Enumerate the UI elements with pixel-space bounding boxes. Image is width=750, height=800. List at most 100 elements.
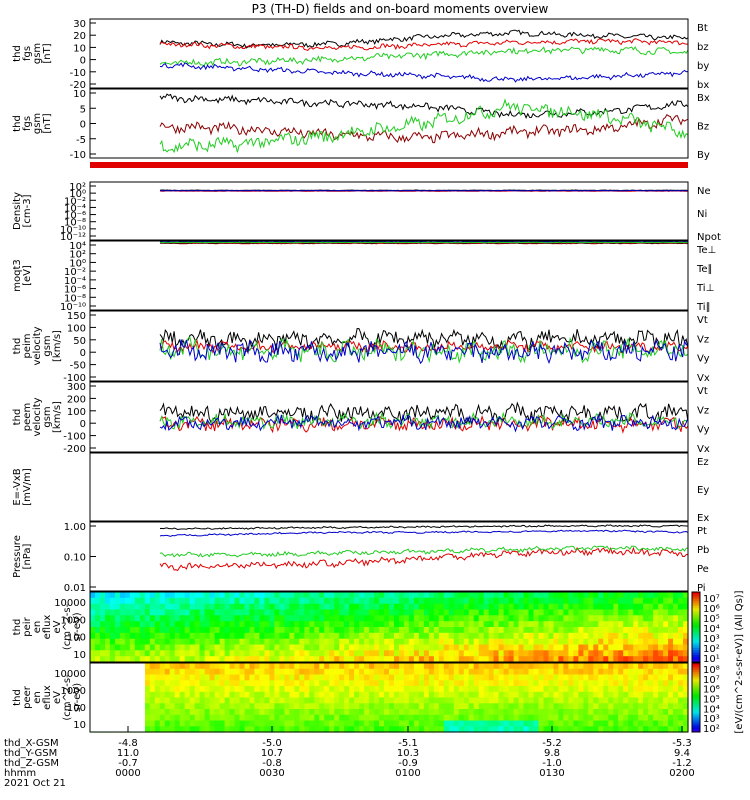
spectrogram-cell [683, 697, 689, 704]
spectrogram-cell [159, 668, 166, 676]
y-tick-label: 10⁻⁶ [64, 285, 86, 296]
spectrogram-cell [349, 714, 355, 722]
spectrogram-cell [199, 656, 206, 663]
y-axis-label: gsm [42, 406, 53, 427]
spectrogram-cell [274, 603, 280, 611]
spectrogram-cell [234, 621, 241, 628]
spectrogram-cell [319, 638, 325, 646]
spectrogram-cell [418, 592, 425, 599]
spectrogram-cell [199, 597, 206, 605]
spectrogram-cell [593, 644, 599, 651]
spectrogram-cell [394, 726, 400, 733]
x-tick-value: -1.0 [542, 758, 562, 769]
spectrogram-cell [403, 686, 410, 693]
spectrogram-cell [274, 691, 280, 699]
spectrogram-cell [423, 615, 430, 622]
spectrogram-cell [274, 726, 280, 733]
spectrogram-cell [95, 644, 101, 651]
spectrogram-cell [349, 656, 355, 663]
spectrogram-cell [473, 714, 480, 722]
spectrogram-cell [643, 709, 649, 716]
spectrogram-cell [583, 663, 589, 670]
spectrogram-cell [443, 638, 450, 646]
spectrogram-cell [184, 603, 191, 611]
spectrogram-cell [543, 603, 550, 611]
spectrogram-cell [359, 674, 365, 681]
x-tick-value: -5.3 [672, 738, 692, 749]
spectrogram-cell [105, 609, 111, 616]
spectrogram-cell [284, 720, 290, 727]
spectrogram-cell [403, 697, 410, 704]
spectrogram-cell [578, 674, 584, 681]
spectrogram-cell [683, 668, 689, 676]
spectrogram-cell [618, 597, 624, 605]
spectrogram-cell [593, 663, 599, 670]
spectrogram-cell [418, 697, 425, 704]
spectrogram-cell [633, 680, 639, 687]
colorbar-cell [692, 695, 700, 698]
spectrogram-cell [224, 691, 231, 699]
spectrogram-cell [259, 603, 265, 611]
y-axis-label: gsm [32, 43, 43, 64]
spectrogram-cell [528, 656, 535, 663]
spectrogram-cell [473, 686, 480, 693]
spectrogram-cell [628, 720, 634, 727]
spectrogram-cell [179, 627, 186, 634]
spectrogram-cell [379, 597, 385, 605]
spectrogram-cell [563, 621, 569, 628]
spectrogram-cell [458, 656, 465, 663]
spectrogram-cell [174, 697, 181, 704]
spectrogram-cell [119, 603, 126, 611]
spectrogram-cell [189, 615, 196, 622]
spectrogram-cell [209, 650, 216, 657]
spectrogram-cell [189, 603, 196, 611]
x-tick-value: -0.9 [398, 758, 418, 769]
spectrogram-cell [159, 638, 166, 646]
spectrogram-cell [149, 703, 156, 710]
spectrogram-cell [578, 703, 584, 710]
colorbar-cell [692, 622, 700, 626]
spectrogram-cell [558, 603, 564, 611]
spectrogram-cell [319, 603, 325, 611]
colorbar-cell [692, 697, 700, 701]
spectrogram-cell [498, 597, 505, 605]
spectrogram-cell [374, 703, 380, 710]
spectrogram-cell [428, 650, 435, 657]
spectrogram-cell [289, 680, 295, 687]
spectrogram-cell [498, 726, 505, 733]
spectrogram-cell [354, 597, 360, 605]
spectrogram-cell [189, 691, 196, 699]
spectrogram-cell [628, 609, 634, 616]
spectrogram-cell [124, 621, 131, 628]
spectrogram-cell [189, 720, 196, 727]
spectrogram-cell [573, 597, 579, 605]
spectrogram-cell [324, 650, 330, 657]
spectrogram-cell [184, 650, 191, 657]
spectrogram-cell [374, 632, 380, 640]
spectrogram-cell [433, 686, 440, 693]
spectrogram-cell [533, 686, 540, 693]
spectrogram-cell [95, 627, 101, 634]
spectrogram-cell [413, 663, 420, 670]
spectrogram-cell [269, 668, 275, 676]
spectrogram-cell [304, 663, 310, 670]
spectrogram-cell [543, 621, 550, 628]
spectrogram-cell [339, 644, 345, 651]
spectrogram-cell [324, 709, 330, 716]
panel-temperature: 10⁴10²10⁰10⁻²10⁻⁴10⁻⁶10⁻⁸10⁻¹⁰Te⊥Te∥Ti⊥T… [12, 240, 716, 313]
spectrogram-cell [518, 668, 525, 676]
spectrogram-cell [503, 644, 510, 651]
spectrogram-cell [513, 686, 520, 693]
spectrogram-cell [638, 632, 644, 640]
spectrogram-cell [438, 609, 445, 616]
spectrogram-cell [389, 638, 395, 646]
spectrogram-cell [304, 686, 310, 693]
spectrogram-cell [493, 680, 500, 687]
legend-Npot: Npot [697, 232, 721, 243]
spectrogram-cell [598, 627, 604, 634]
spectrogram-cell [508, 615, 515, 622]
spectrogram-cell [668, 726, 674, 733]
spectrogram-cell [114, 632, 121, 640]
spectrogram-cell [598, 592, 604, 599]
spectrogram-cell [364, 644, 370, 651]
